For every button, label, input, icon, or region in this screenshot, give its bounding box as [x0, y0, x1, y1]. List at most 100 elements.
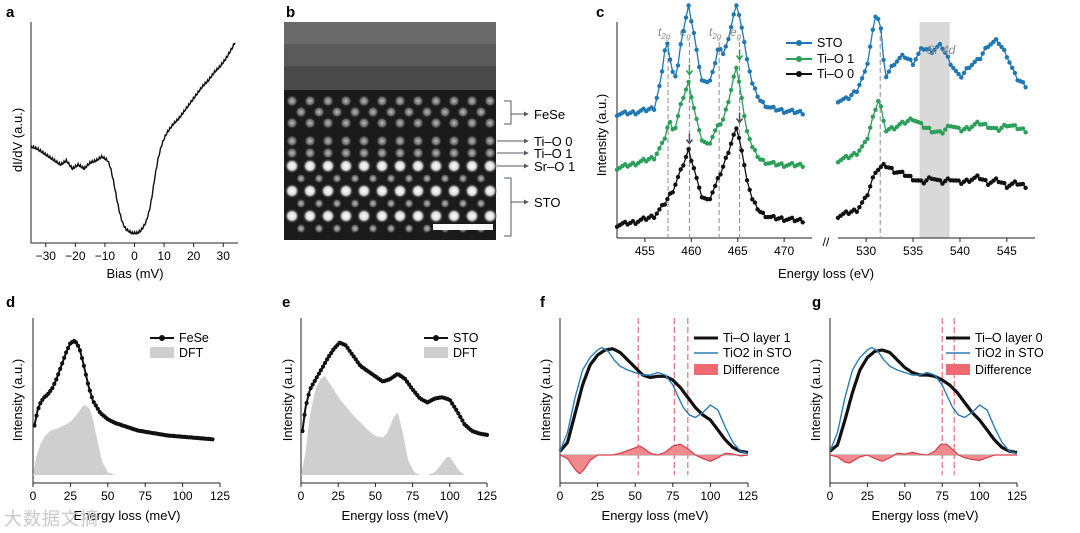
legend-swatch-diff-f — [694, 364, 718, 375]
legend-label-tio2-f: TiO2 in STO — [723, 346, 792, 360]
d-plot-x-tick-label: 50 — [101, 489, 115, 503]
panel-a-xlabel: Bias (mV) — [106, 266, 163, 281]
panel-d-ylabel: Intensity (a.u.) — [10, 359, 25, 441]
stem-atom-fese — [322, 95, 334, 107]
stem-atom-sto — [410, 183, 426, 199]
c-series-point — [1020, 126, 1026, 131]
c-series-point — [681, 163, 686, 168]
c-series-point — [659, 140, 665, 145]
stem-atom-fese — [385, 106, 397, 118]
c-series-point — [657, 207, 662, 212]
c-series-point — [734, 65, 739, 71]
stem-atom-fese — [367, 106, 379, 118]
legend-label-sto: STO — [817, 36, 843, 50]
c-series-point — [929, 50, 934, 55]
c-series-point — [736, 79, 742, 84]
legend-label-tio2-g: TiO2 in STO — [975, 346, 1044, 360]
panel-letter-d: d — [6, 294, 15, 311]
c-series-point — [747, 69, 752, 74]
c-series-point — [884, 74, 889, 80]
c-series-point — [943, 127, 948, 132]
e-plot-data-point — [318, 368, 323, 373]
d-plot-data-point — [56, 372, 61, 377]
c-series-point — [935, 44, 940, 50]
legend-label-diff-g: Difference — [975, 363, 1032, 377]
c-series-point — [673, 74, 678, 79]
c-series-point — [983, 177, 988, 183]
c-series-point — [726, 36, 731, 42]
c-series-point — [881, 118, 886, 124]
f-plot-tio2-line — [559, 346, 749, 455]
c-series-point — [940, 131, 945, 136]
c-series-point — [689, 158, 694, 163]
d-plot-data-point — [58, 366, 63, 371]
stem-atom-sto — [374, 208, 390, 224]
panel-c: c Intensity (a.u.) Energy loss (eV) 455 4… — [594, 3, 1035, 281]
stem-atom-fese — [466, 95, 478, 107]
stem-atom-sto — [446, 158, 462, 174]
legend-label-layer1: Ti–O layer 1 — [723, 331, 791, 345]
label-sto: STO — [534, 195, 561, 210]
stem-atom-fese — [322, 117, 334, 129]
stem-atom-sto — [464, 183, 480, 199]
c-series-point — [750, 197, 755, 202]
stem-atom-fese — [394, 117, 406, 129]
d-plot-data-point — [60, 361, 65, 366]
c-series-point — [932, 47, 937, 53]
panel-b-labels: FeSe Ti–O 0 Ti–O 1 Sr–O 1 STO — [497, 100, 575, 237]
c-series-point — [892, 62, 897, 67]
c-series-point — [744, 129, 750, 134]
c-series-point — [881, 161, 886, 167]
d-plot-data-point — [79, 356, 85, 361]
c-series-point — [720, 117, 726, 122]
d-plot-data-point — [73, 340, 79, 345]
stem-atom-sto — [386, 173, 396, 184]
stem-atom-tio — [340, 135, 352, 147]
stem-atom-tio — [394, 147, 406, 159]
stem-atom-sto — [404, 198, 414, 209]
stem-atom-sto — [350, 223, 360, 234]
c-series-point — [723, 107, 728, 112]
c-series-point — [662, 136, 667, 141]
panel-g: g Intensity (a.u.) Energy loss (meV) 0 25… — [808, 294, 1044, 523]
c-series-point — [865, 193, 870, 198]
stem-atom-sto — [428, 183, 444, 199]
e-plot-data-point — [316, 371, 321, 376]
stem-atom-tio — [430, 135, 442, 147]
stem-atom-tio — [466, 147, 478, 159]
panel-e-xlabel: Energy loss (meV) — [342, 508, 449, 523]
c-series-point — [779, 215, 784, 220]
a-didv-curve — [30, 42, 236, 235]
c-series-point — [996, 128, 1001, 133]
c-series-point — [1002, 180, 1007, 186]
c-series-point — [742, 162, 747, 168]
e-plot-data-point — [458, 414, 463, 419]
c-series-point — [937, 41, 943, 47]
stem-atom-fese — [295, 106, 307, 118]
c-series-point — [691, 105, 697, 111]
e-plot-data-point — [300, 428, 305, 434]
stem-atom-sto — [392, 208, 408, 224]
c-series-point — [718, 172, 723, 177]
f-plot-diff-fill — [560, 444, 748, 474]
c-series-point — [657, 146, 662, 151]
stem-atom-fese — [304, 95, 316, 107]
c-series-point — [694, 175, 699, 181]
c-series-point — [1012, 123, 1018, 128]
d-plot-x-tick-label: 100 — [173, 489, 193, 503]
stem-atom-sto — [284, 158, 300, 174]
stem-atom-sto — [482, 208, 498, 224]
stem-atom-tio — [484, 147, 496, 159]
stem-atom-fese — [412, 117, 424, 129]
panel-a: a dI/dV (a.u.) Bias (mV) −30 −20 −10 0 10 20 3… — [6, 4, 238, 281]
label-fese: FeSe — [534, 107, 565, 122]
g-plot-x-tick-label: 25 — [861, 489, 875, 503]
e-plot-data-point — [302, 412, 307, 417]
e-plot-data-point — [312, 378, 317, 383]
c-peak-label: t2g — [709, 25, 722, 41]
a-x-tick-label: 0 — [131, 249, 138, 263]
e-plot-data-point — [347, 348, 352, 353]
c-series-point — [742, 39, 747, 45]
c-series-point — [873, 170, 878, 175]
d-plot-data-point — [95, 406, 100, 411]
